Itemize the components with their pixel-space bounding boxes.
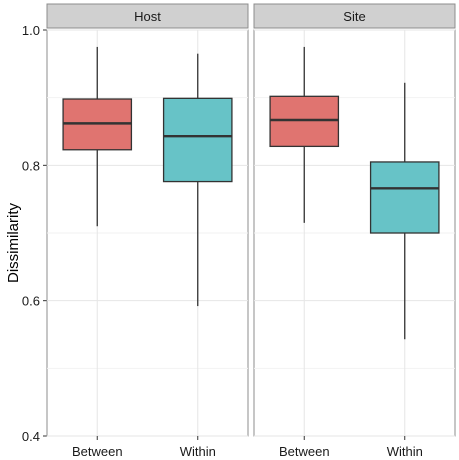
- box-site-between: [269, 46, 340, 223]
- facet-panel-site: Site Between Within: [253, 3, 456, 459]
- box-body: [369, 161, 440, 234]
- facet-strip-label: Host: [134, 9, 161, 24]
- y-tick-label: 0.4: [22, 429, 40, 444]
- facet-panel-host: Host Between Within: [46, 3, 249, 459]
- y-tick-label: 1.0: [22, 23, 40, 38]
- box-body: [162, 97, 233, 183]
- x-tick-label: Between: [72, 444, 123, 459]
- y-tick-label: 0.8: [22, 158, 40, 173]
- x-tick-label: Between: [279, 444, 330, 459]
- box-host-between: [62, 46, 133, 227]
- box-site-within: [369, 82, 440, 340]
- facet-strip-label: Site: [343, 9, 365, 24]
- box-host-within: [162, 53, 233, 307]
- y-axis-ticks: 0.4 0.6 0.8 1.0: [22, 23, 47, 444]
- facet-panels: Host Between Within Site Between Within: [46, 3, 456, 459]
- x-tick-label: Within: [387, 444, 423, 459]
- box-body: [269, 95, 340, 148]
- y-tick-label: 0.6: [22, 294, 40, 309]
- x-tick-label: Within: [180, 444, 216, 459]
- y-axis-title: Dissimilarity: [5, 203, 22, 283]
- facet-strip: [46, 3, 249, 29]
- facet-strip: [253, 3, 456, 29]
